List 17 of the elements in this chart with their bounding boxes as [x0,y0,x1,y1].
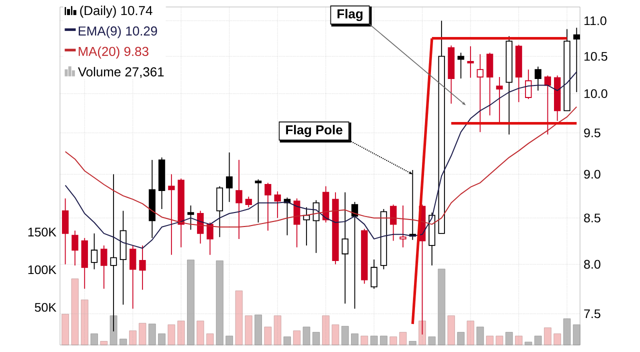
y-tick-label: 10.0 [584,89,608,98]
y2-tick-label: 100K [28,265,56,274]
y-tick-label: 7.5 [584,309,600,318]
legend-label: MA(20) 9.83 [78,46,148,59]
legend-label: Volume 27,361 [78,66,164,78]
legend-label: EMA(9) 10.29 [78,26,157,38]
y-tick-label: 9.0 [584,170,600,179]
y-tick-label: 11.0 [584,16,606,26]
y2-tick-label: 150K [28,228,56,236]
y-tick-label: 8.0 [584,260,600,269]
annotation: Flag Pole [286,124,342,138]
y2-tick-label: 50K [34,302,56,312]
annotation: Flag [338,8,362,22]
y-tick-label: 8.5 [584,214,600,222]
y-tick-label: 10.5 [584,52,608,61]
y-tick-label: 9.5 [584,128,600,138]
legend-title: (Daily) 10.74 [80,6,152,18]
